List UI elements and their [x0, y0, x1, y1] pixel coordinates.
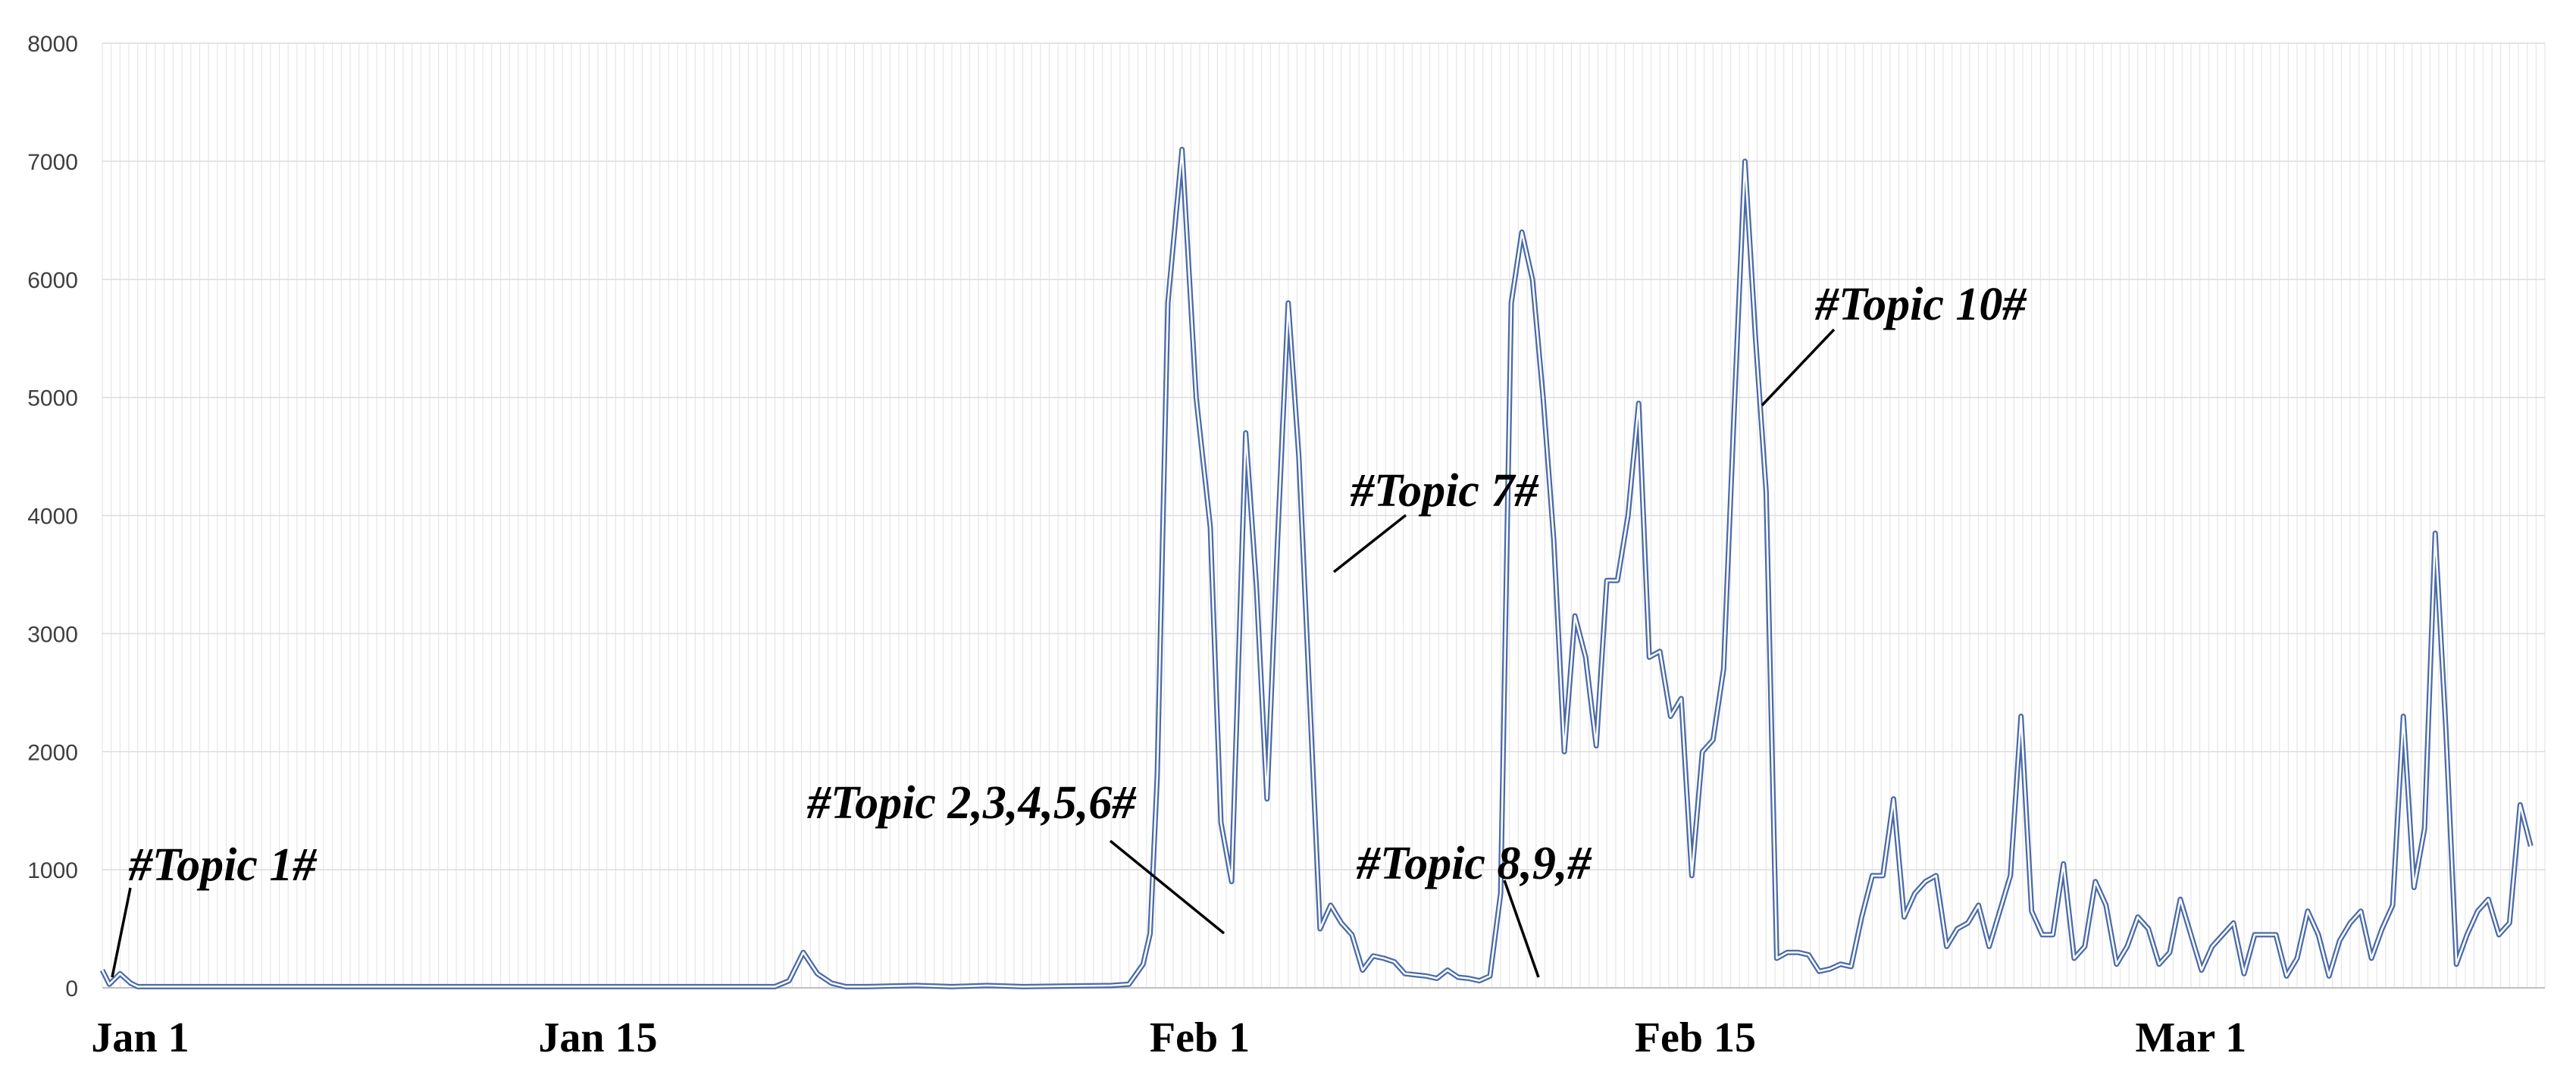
annotation-leader-line [1761, 328, 1836, 407]
series-line-highlight [101, 148, 2532, 988]
annotation-leader-line [111, 887, 132, 978]
annotation-topic-8-9: #Topic 8,9,# [1356, 838, 1592, 889]
series-layer [99, 146, 2534, 989]
y-tick-label: 3000 [27, 622, 78, 647]
y-tick-label: 7000 [27, 150, 78, 175]
annotation-topic-1: #Topic 1# [128, 839, 318, 891]
annotation-leader-line [1109, 839, 1225, 935]
annotation-topic-2-6: #Topic 2,3,4,5,6# [806, 777, 1137, 829]
annotation-labels: #Topic 1# #Topic 2,3,4,5,6# #Topic 7# #T… [128, 279, 2027, 891]
y-tick-label: 1000 [27, 858, 78, 883]
x-tick-label: Mar 1 [2136, 1014, 2247, 1061]
y-axis-tick-labels: 0 1000 2000 3000 4000 5000 6000 7000 8000 [27, 32, 78, 1001]
x-tick-label: Feb 1 [1150, 1014, 1250, 1061]
annotation-leader-line [1503, 880, 1540, 978]
annotation-topic-7: #Topic 7# [1350, 465, 1539, 517]
y-tick-label: 6000 [27, 268, 78, 293]
y-tick-label: 2000 [27, 740, 78, 765]
y-tick-label: 0 [65, 976, 78, 1001]
horizontal-gridlines [102, 42, 2545, 870]
y-tick-label: 4000 [27, 505, 78, 530]
x-tick-label: Feb 15 [1635, 1014, 1756, 1061]
y-tick-label: 5000 [27, 386, 78, 411]
annotation-leader-lines [111, 328, 1836, 978]
annotation-leader-line [1332, 514, 1407, 573]
x-axis-tick-labels: Jan 1 Jan 15 Feb 1 Feb 15 Mar 1 [91, 1014, 2246, 1061]
y-tick-label: 8000 [27, 32, 78, 57]
annotation-topic-10: #Topic 10# [1814, 279, 2027, 330]
x-tick-label: Jan 1 [91, 1014, 189, 1061]
x-tick-label: Jan 15 [538, 1014, 657, 1061]
